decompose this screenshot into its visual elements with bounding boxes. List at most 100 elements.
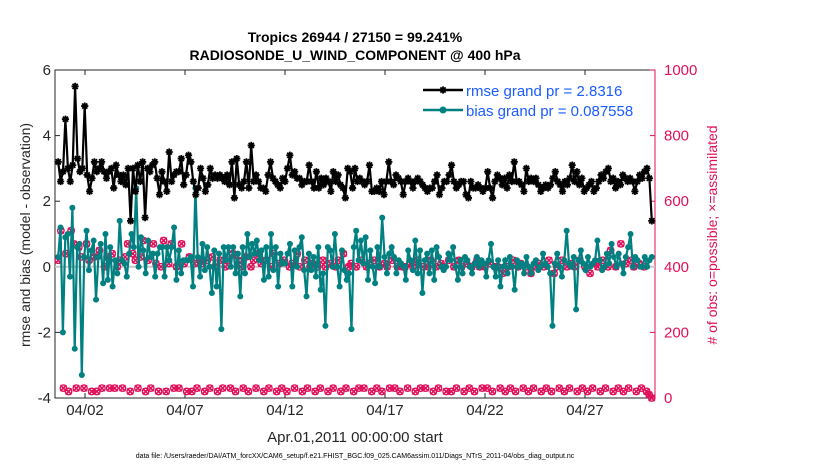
rmse-point [568,161,576,169]
rmse-point [54,158,62,166]
obs-assimilated-marker [311,387,319,396]
obs-assimilated-marker [160,236,168,245]
rmse-point [421,184,429,192]
obs-possible-marker [385,384,394,393]
rmse-point [110,184,118,192]
obs-possible-marker [193,384,201,393]
rmse-point [117,177,125,186]
bias-point [199,240,206,247]
obs-possible-marker [87,387,96,396]
rmse-point [59,168,67,176]
bias-point [471,260,478,267]
bias-point [523,253,530,260]
rmse-point [180,181,188,189]
rmse-point [496,174,504,182]
bias-point [421,257,428,264]
bias-point [90,237,97,244]
rmse-point [416,177,424,186]
rmse-point [235,181,243,189]
rmse-point [199,174,207,182]
bias-point [258,247,265,254]
obs-assimilated-marker [555,384,563,392]
rmse-point [583,184,591,192]
obs-assimilated-marker [106,384,114,392]
bias-point [275,283,282,290]
rmse-point [373,184,381,192]
bias-point [483,273,490,280]
rmse-point [587,177,596,186]
bias-point [492,273,499,280]
bias-point [376,263,383,270]
obs-assimilated-marker [632,387,640,396]
x-tick-label: 04/17 [366,402,404,419]
y-right-tick-label: 0 [664,390,672,407]
rmse-point [305,161,313,169]
bias-point [137,234,144,241]
bias-point [135,263,142,270]
bias-point [305,250,312,257]
rmse-point [182,171,190,179]
bias-series-layer [55,185,655,379]
obs-possible-marker [529,384,538,393]
rmse-point [259,184,267,192]
rmse-point [134,161,142,169]
obs-assimilated-marker [244,387,252,396]
bias-point [327,247,334,254]
obs-possible-marker [177,239,186,248]
rmse-point [551,168,559,176]
bias-line [57,188,653,376]
bias-point [268,231,275,237]
obs-assimilated-marker [396,387,404,396]
rmse-point [609,174,617,182]
bias-point [596,257,603,264]
obs-possible-marker [470,387,479,396]
bias-point [197,273,204,280]
bias-point [379,214,386,221]
obs-possible-marker [149,239,158,248]
bias-point [369,263,376,270]
rmse-point [139,158,147,166]
rmse-point [392,171,400,179]
bias-point [350,244,357,251]
bias-point [450,244,457,251]
obs-assimilated-marker [355,384,363,392]
rmse-point [221,177,229,186]
rmse-point [189,177,197,186]
bias-point [528,270,535,277]
bias-point [161,273,168,280]
rmse-point [245,184,253,192]
bias-point [357,237,364,244]
bias-point [286,240,293,247]
bias-point [338,247,345,254]
rmse-point [404,174,412,182]
bias-point [159,244,166,251]
bias-point [606,260,613,267]
rmse-point [488,194,497,202]
bias-point [107,244,114,251]
bias-point [204,244,211,251]
rmse-point [438,184,446,192]
rmse-point [493,171,501,179]
bias-point [575,257,582,264]
obs-assimilated-marker [324,387,332,396]
obs-possible-marker [342,384,350,393]
bias-point [459,270,466,277]
bias-point [317,286,324,293]
obs-assimilated-marker [519,384,527,392]
bias-point [57,224,64,231]
rmse-point [158,168,166,176]
bias-point [355,257,362,264]
bias-point [615,250,622,257]
rmse-point [556,181,564,189]
rmse-point [90,158,99,166]
obs-assimilated-marker [170,384,178,392]
obs-possible-marker [616,239,625,248]
rmse-point [88,174,96,182]
obs-possible-marker [146,384,155,393]
obs-possible-marker [416,384,425,393]
obs-assimilated-marker [178,240,186,248]
obs-assimilated-marker [537,387,545,396]
rmse-point [390,181,398,189]
bias-point [457,257,464,264]
legend-rmse-star [439,86,447,94]
